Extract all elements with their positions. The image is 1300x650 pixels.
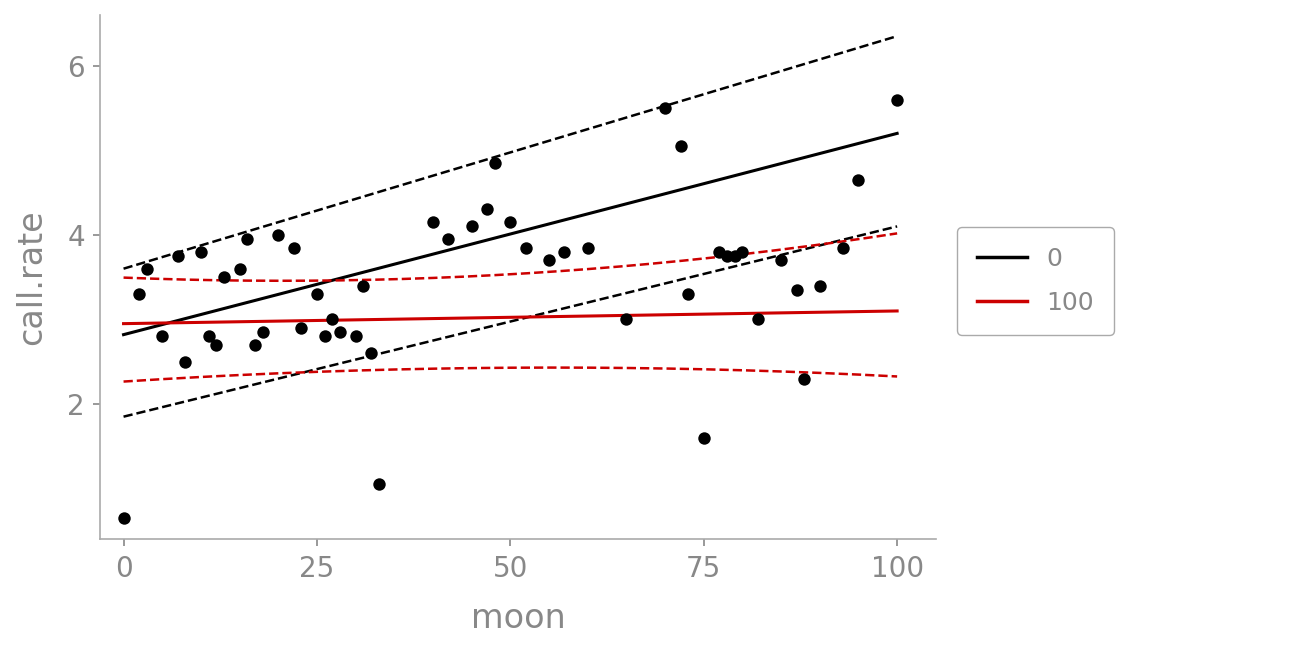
Point (422, 217, 443, 228)
Point (168, 251, 188, 261)
Point (237, 234, 257, 244)
Point (176, 356, 196, 367)
X-axis label: moon: moon (471, 602, 566, 635)
Point (485, 158, 506, 168)
Point (538, 255, 559, 265)
Point (198, 331, 218, 341)
Point (229, 263, 250, 274)
Point (477, 204, 498, 214)
Point (360, 348, 381, 358)
Point (500, 217, 521, 228)
Point (747, 314, 768, 324)
Point (213, 272, 234, 282)
Point (554, 246, 575, 257)
Point (848, 175, 868, 185)
Point (438, 234, 459, 244)
Point (810, 280, 831, 291)
Point (716, 251, 737, 261)
Point (515, 242, 536, 253)
Point (291, 322, 312, 333)
Point (136, 263, 157, 274)
Point (307, 289, 328, 299)
Point (315, 331, 335, 341)
Point (152, 331, 173, 341)
Point (577, 242, 598, 253)
Legend: 0, 100: 0, 100 (957, 227, 1114, 335)
Point (268, 229, 289, 240)
Point (346, 331, 367, 341)
Point (677, 289, 698, 299)
Point (887, 94, 907, 105)
Point (708, 246, 729, 257)
Point (283, 242, 304, 253)
Point (330, 327, 351, 337)
Point (724, 251, 745, 261)
Point (670, 141, 690, 151)
Point (786, 285, 807, 295)
Point (462, 221, 482, 231)
Point (794, 373, 815, 384)
Point (252, 327, 273, 337)
Point (354, 280, 374, 291)
Point (732, 246, 753, 257)
Point (244, 339, 265, 350)
Point (832, 242, 853, 253)
Point (771, 255, 792, 265)
Point (191, 246, 212, 257)
Point (129, 289, 150, 299)
Y-axis label: call.rate: call.rate (16, 209, 48, 345)
Point (368, 479, 389, 489)
Point (655, 103, 676, 113)
Point (693, 433, 714, 443)
Point (113, 513, 134, 523)
Point (205, 339, 226, 350)
Point (322, 314, 343, 324)
Point (616, 314, 637, 324)
